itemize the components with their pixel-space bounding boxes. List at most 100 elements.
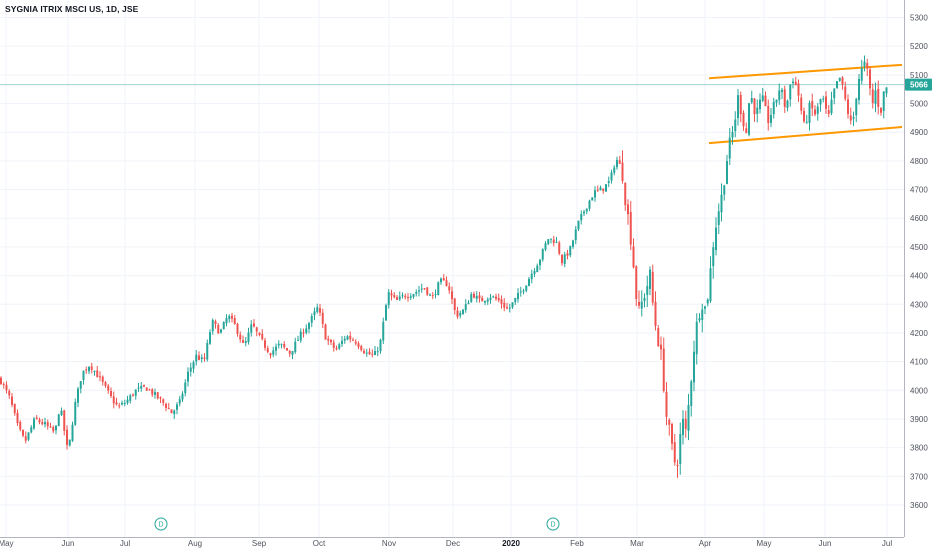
candle-body [825, 96, 827, 109]
time-tick-label: Jun [819, 539, 832, 548]
candle-body [209, 332, 211, 344]
time-tick-label: Mar [630, 539, 644, 548]
candle-body [308, 323, 310, 329]
candle-body [649, 269, 651, 289]
price-axis[interactable]: 3600 3700 3800 3900 4000 4100 4200 4300 4400 4500… [904, 0, 932, 537]
candle-body [431, 295, 434, 297]
candle-body [398, 296, 401, 300]
candle-body [57, 414, 60, 426]
candle-body [440, 278, 442, 283]
dividend-marker[interactable] [154, 517, 168, 531]
candle-body [863, 61, 866, 67]
candle-body [682, 418, 684, 436]
time-tick-label: Oct [313, 539, 326, 548]
dividend-marker[interactable] [546, 517, 560, 531]
candle-body [280, 343, 283, 345]
candle-body [464, 304, 467, 311]
candle-body [558, 242, 561, 254]
candle-body [577, 220, 580, 230]
candle-body [753, 98, 756, 115]
candle-body [473, 293, 475, 298]
candle-body [173, 410, 176, 415]
candle-body [627, 204, 629, 215]
candle-body [368, 351, 371, 355]
candle-body [481, 297, 484, 302]
candle-body [346, 336, 349, 340]
candle-body [511, 302, 514, 308]
candle-body [68, 439, 71, 446]
candle-body [712, 247, 715, 267]
candle-body [297, 339, 299, 341]
candle-body [599, 187, 602, 191]
price-tick-label: 4500 [910, 243, 928, 252]
candle-body [415, 291, 418, 294]
candle-body [561, 254, 563, 264]
candle-body [162, 399, 165, 403]
candle-body [517, 292, 519, 300]
candle-body [811, 100, 814, 109]
candle-body [184, 382, 187, 394]
candle-body [877, 88, 880, 107]
candle-body [759, 99, 761, 110]
candle-body [492, 296, 495, 298]
candle-body [632, 246, 635, 268]
channel-line-upper[interactable] [708, 63, 903, 80]
candle-body [181, 393, 184, 400]
candle-body [277, 343, 280, 346]
candle-body [2, 383, 5, 385]
price-tick-label: 5100 [910, 71, 928, 80]
candle-body [360, 346, 363, 351]
candle-body [690, 381, 693, 406]
candle-body [16, 412, 19, 424]
candle-body [129, 395, 132, 401]
candle-body [478, 295, 481, 299]
candle-body [814, 109, 816, 115]
candle-body [830, 99, 833, 114]
candle-body [371, 353, 374, 355]
channel-line-lower[interactable] [708, 126, 903, 145]
candle-body [563, 254, 566, 265]
candle-body [445, 280, 448, 287]
candle-body [748, 103, 750, 135]
candle-body [704, 306, 706, 309]
dividend-marker-label: D [550, 522, 555, 529]
candle-body [610, 172, 613, 181]
candle-body [585, 208, 588, 212]
candle-body [404, 295, 407, 298]
candle-body [462, 309, 464, 314]
candle-body [495, 296, 497, 299]
candle-body [794, 81, 797, 86]
time-tick-label: Aug [188, 539, 202, 548]
candle-body [283, 343, 286, 348]
candle-body [695, 321, 698, 355]
candle-body [569, 246, 572, 256]
candle-body [841, 77, 844, 85]
candle-body [349, 335, 352, 340]
candle-body [393, 294, 396, 298]
time-axis[interactable]: May Jun Jul Aug Sep Oct Nov Dec 2020 Feb Mar Apr May… [0, 537, 904, 549]
candle-body [635, 266, 638, 299]
candle-body [588, 200, 591, 209]
chart-title: SYGNIA ITRIX MSCI US, 1D, JSE [5, 4, 139, 14]
candle-body [638, 301, 640, 306]
candle-body [107, 385, 110, 391]
time-tick-label: Jul [882, 539, 892, 548]
candle-body [335, 348, 338, 350]
candle-body [693, 351, 695, 383]
candle-body [376, 351, 379, 353]
candle-body [8, 390, 11, 396]
candle-body [429, 294, 431, 296]
candle-body [871, 89, 874, 104]
time-tick-label: May [756, 539, 771, 548]
candle-body [145, 387, 148, 391]
candle-body [176, 404, 178, 410]
candle-body [456, 310, 459, 317]
current-price-label: 5066 [910, 81, 928, 90]
candle-body [522, 290, 525, 292]
candle-body [420, 288, 423, 290]
candle-body [255, 327, 258, 332]
candle-body [291, 351, 294, 355]
candle-body [214, 320, 217, 325]
candle-body [816, 106, 819, 114]
candle-body [836, 81, 838, 88]
